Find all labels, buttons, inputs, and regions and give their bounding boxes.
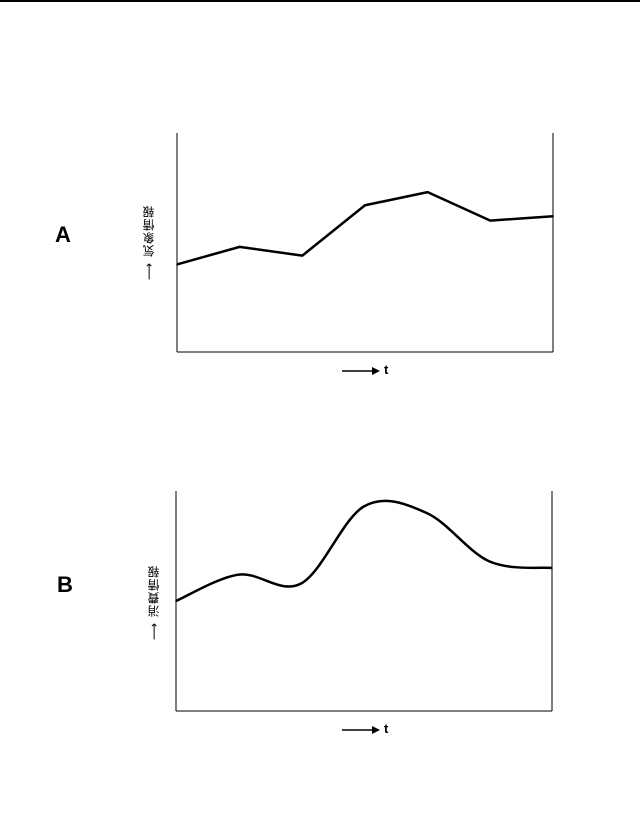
data-point-b-6: [551, 567, 553, 569]
x-axis-arrow-b: [342, 726, 380, 734]
data-point-b-5: [489, 561, 491, 563]
data-point-b-3: [363, 506, 365, 508]
data-point-b-1: [238, 574, 240, 576]
series-line-b: [176, 501, 552, 601]
x-axis-label-b: t: [384, 721, 388, 736]
data-point-b-4: [426, 512, 428, 514]
series-b: [175, 501, 553, 602]
data-point-b-0: [175, 600, 177, 602]
data-point-b-2: [301, 583, 303, 585]
